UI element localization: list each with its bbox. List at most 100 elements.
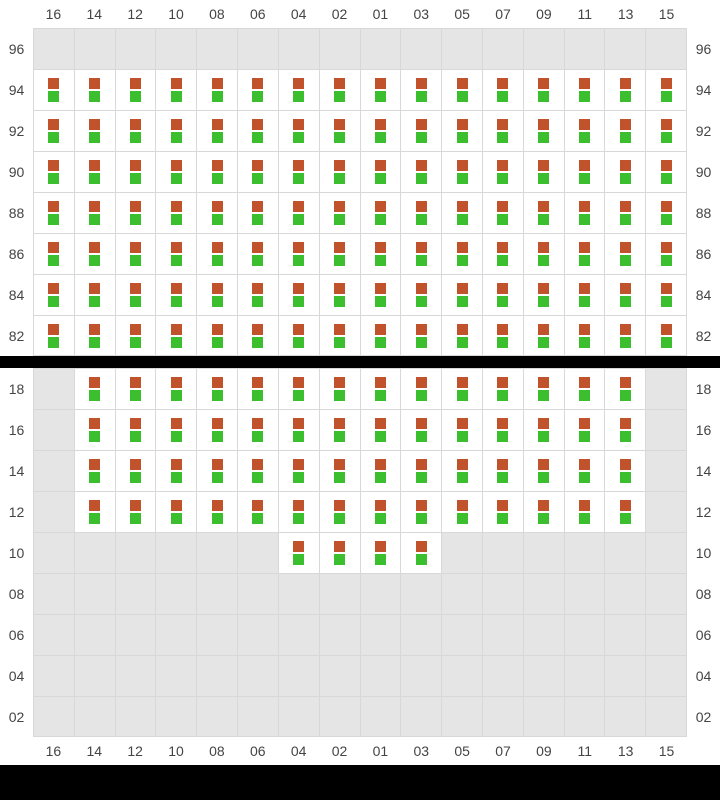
upper-cell[interactable]	[74, 275, 115, 315]
lower-cell[interactable]	[604, 451, 645, 491]
lower-cell[interactable]	[400, 451, 441, 491]
upper-cell[interactable]	[237, 234, 278, 274]
upper-cell[interactable]	[360, 234, 401, 274]
lower-cell[interactable]	[441, 369, 482, 409]
lower-cell[interactable]	[155, 410, 196, 450]
upper-cell[interactable]	[604, 275, 645, 315]
lower-cell[interactable]	[278, 451, 319, 491]
upper-cell[interactable]	[33, 111, 74, 151]
upper-cell[interactable]	[482, 70, 523, 110]
upper-cell[interactable]	[115, 234, 156, 274]
upper-cell[interactable]	[155, 316, 196, 355]
upper-cell[interactable]	[115, 152, 156, 192]
upper-cell[interactable]	[278, 111, 319, 151]
upper-cell[interactable]	[196, 316, 237, 355]
upper-cell[interactable]	[523, 70, 564, 110]
lower-cell[interactable]	[360, 410, 401, 450]
upper-cell[interactable]	[319, 234, 360, 274]
upper-cell[interactable]	[523, 152, 564, 192]
upper-cell[interactable]	[523, 193, 564, 233]
upper-cell[interactable]	[604, 234, 645, 274]
upper-cell[interactable]	[441, 234, 482, 274]
upper-cell[interactable]	[564, 193, 605, 233]
lower-cell[interactable]	[400, 410, 441, 450]
lower-cell[interactable]	[523, 369, 564, 409]
upper-cell[interactable]	[319, 316, 360, 355]
upper-cell[interactable]	[237, 275, 278, 315]
lower-cell[interactable]	[278, 410, 319, 450]
lower-cell[interactable]	[278, 369, 319, 409]
upper-cell[interactable]	[155, 234, 196, 274]
upper-cell[interactable]	[74, 70, 115, 110]
lower-cell[interactable]	[523, 451, 564, 491]
upper-cell[interactable]	[523, 316, 564, 355]
upper-cell[interactable]	[441, 152, 482, 192]
upper-cell[interactable]	[196, 193, 237, 233]
upper-cell[interactable]	[196, 275, 237, 315]
lower-cell[interactable]	[360, 451, 401, 491]
upper-cell[interactable]	[441, 316, 482, 355]
lower-cell[interactable]	[237, 492, 278, 532]
lower-cell[interactable]	[482, 492, 523, 532]
lower-cell[interactable]	[604, 369, 645, 409]
upper-cell[interactable]	[115, 111, 156, 151]
upper-cell[interactable]	[33, 152, 74, 192]
lower-cell[interactable]	[319, 369, 360, 409]
upper-cell[interactable]	[604, 111, 645, 151]
upper-cell[interactable]	[604, 316, 645, 355]
lower-cell[interactable]	[400, 533, 441, 573]
upper-cell[interactable]	[237, 193, 278, 233]
lower-cell[interactable]	[482, 369, 523, 409]
upper-cell[interactable]	[360, 70, 401, 110]
upper-cell[interactable]	[645, 152, 687, 192]
upper-cell[interactable]	[564, 234, 605, 274]
lower-cell[interactable]	[155, 369, 196, 409]
upper-cell[interactable]	[33, 234, 74, 274]
upper-cell[interactable]	[400, 111, 441, 151]
lower-cell[interactable]	[319, 533, 360, 573]
lower-cell[interactable]	[74, 369, 115, 409]
upper-cell[interactable]	[645, 234, 687, 274]
upper-cell[interactable]	[523, 275, 564, 315]
lower-cell[interactable]	[319, 410, 360, 450]
lower-cell[interactable]	[74, 492, 115, 532]
upper-cell[interactable]	[523, 234, 564, 274]
upper-cell[interactable]	[523, 111, 564, 151]
upper-cell[interactable]	[645, 70, 687, 110]
lower-cell[interactable]	[319, 492, 360, 532]
upper-cell[interactable]	[400, 234, 441, 274]
lower-cell[interactable]	[604, 492, 645, 532]
upper-cell[interactable]	[196, 111, 237, 151]
upper-cell[interactable]	[360, 316, 401, 355]
upper-cell[interactable]	[482, 275, 523, 315]
upper-cell[interactable]	[237, 70, 278, 110]
upper-cell[interactable]	[482, 152, 523, 192]
upper-cell[interactable]	[33, 70, 74, 110]
upper-cell[interactable]	[564, 111, 605, 151]
upper-cell[interactable]	[645, 193, 687, 233]
upper-cell[interactable]	[645, 275, 687, 315]
upper-cell[interactable]	[196, 234, 237, 274]
upper-cell[interactable]	[115, 193, 156, 233]
upper-cell[interactable]	[196, 152, 237, 192]
lower-cell[interactable]	[278, 492, 319, 532]
lower-cell[interactable]	[441, 410, 482, 450]
upper-cell[interactable]	[645, 111, 687, 151]
upper-cell[interactable]	[400, 70, 441, 110]
lower-cell[interactable]	[564, 410, 605, 450]
upper-cell[interactable]	[33, 316, 74, 355]
lower-cell[interactable]	[400, 369, 441, 409]
lower-cell[interactable]	[115, 369, 156, 409]
upper-cell[interactable]	[482, 316, 523, 355]
upper-cell[interactable]	[278, 152, 319, 192]
upper-cell[interactable]	[115, 316, 156, 355]
lower-cell[interactable]	[196, 410, 237, 450]
upper-cell[interactable]	[319, 70, 360, 110]
lower-cell[interactable]	[400, 492, 441, 532]
upper-cell[interactable]	[400, 316, 441, 355]
upper-cell[interactable]	[74, 152, 115, 192]
upper-cell[interactable]	[319, 275, 360, 315]
upper-cell[interactable]	[645, 316, 687, 355]
lower-cell[interactable]	[523, 492, 564, 532]
lower-cell[interactable]	[115, 451, 156, 491]
